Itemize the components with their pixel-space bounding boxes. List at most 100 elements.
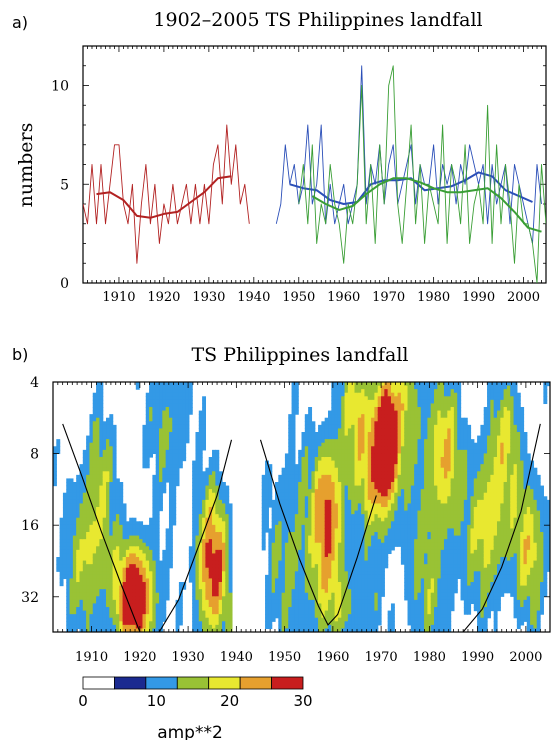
power-cell: [152, 414, 157, 419]
power-cell: [53, 474, 57, 480]
power-cell: [102, 510, 107, 515]
power-cell: [198, 524, 203, 530]
power-cell: [122, 532, 127, 537]
power-cell: [311, 524, 316, 530]
power-cell: [165, 460, 170, 465]
power-cell: [337, 539, 342, 544]
power-cell: [106, 499, 110, 505]
power-cell: [291, 385, 296, 390]
power-cell: [145, 396, 150, 401]
power-cell: [205, 535, 210, 540]
power-cell: [281, 624, 286, 630]
power-cell: [321, 474, 326, 480]
power-cell: [377, 399, 382, 405]
power-cell: [321, 524, 326, 530]
power-cell: [354, 610, 359, 615]
power-cell: [390, 389, 395, 394]
power-cell: [374, 528, 379, 533]
power-cell: [274, 589, 279, 594]
power-cell: [125, 585, 130, 590]
power-cell: [66, 549, 71, 555]
power-cell: [298, 489, 303, 494]
power-cell: [265, 574, 269, 580]
power-cell: [387, 514, 392, 519]
power-cell: [115, 510, 120, 515]
power-cell: [149, 567, 153, 572]
power-cell: [341, 549, 346, 555]
power-cell: [109, 585, 114, 590]
power-cell: [79, 517, 84, 522]
power-cell: [357, 457, 362, 462]
power-cell: [125, 628, 130, 632]
power-cell: [99, 535, 104, 540]
power-cell: [195, 482, 200, 487]
power-cell: [331, 424, 336, 430]
power-cell: [221, 571, 226, 576]
power-cell: [334, 578, 339, 583]
power-cell: [390, 396, 395, 401]
power-cell: [172, 503, 177, 508]
power-cell: [76, 621, 81, 626]
power-cell: [149, 574, 153, 580]
power-cell: [390, 435, 395, 440]
power-cell: [62, 510, 67, 515]
power-cell: [268, 492, 273, 497]
power-cell: [357, 599, 362, 605]
power-cell: [202, 532, 207, 537]
power-cell: [79, 553, 84, 558]
power-cell: [208, 546, 213, 551]
power-cell: [208, 496, 213, 501]
power-cell: [165, 549, 170, 555]
power-cell: [155, 467, 160, 472]
power-cell: [92, 396, 97, 401]
power-cell: [122, 610, 127, 615]
power-cell: [79, 585, 84, 590]
power-cell: [172, 478, 177, 483]
power-cell: [152, 449, 157, 455]
power-cell: [82, 592, 87, 597]
power-cell: [377, 546, 382, 551]
power-cell: [301, 571, 306, 576]
power-cell: [228, 567, 233, 572]
power-cell: [202, 496, 207, 501]
power-cell: [152, 503, 157, 508]
power-cell: [205, 507, 210, 512]
power-cell: [337, 510, 342, 515]
power-cell: [106, 485, 110, 490]
power-cell: [364, 585, 369, 590]
power-cell: [274, 557, 279, 562]
power-cell: [308, 485, 313, 490]
power-cell: [354, 467, 359, 472]
power-cell: [321, 539, 326, 544]
power-cell: [324, 482, 329, 487]
power-cell: [218, 471, 223, 476]
power-cell: [132, 517, 137, 522]
power-cell: [284, 460, 289, 465]
power-cell: [178, 399, 183, 405]
power-cell: [76, 489, 81, 494]
power-cell: [294, 507, 299, 512]
power-cell: [69, 507, 74, 512]
power-cell: [198, 624, 203, 630]
power-cell: [314, 607, 319, 612]
power-cell: [311, 567, 316, 572]
power-cell: [225, 557, 230, 562]
power-cell: [142, 546, 147, 551]
power-cell: [288, 474, 293, 480]
power-cell: [341, 592, 346, 597]
power-cell: [341, 382, 346, 387]
power-cell: [119, 592, 124, 597]
power-cell: [112, 607, 117, 612]
power-cell: [271, 539, 276, 544]
power-cell: [96, 574, 100, 580]
power-cell: [86, 517, 91, 522]
power-cell: [96, 589, 100, 594]
power-cell: [192, 614, 197, 619]
power-cell: [367, 471, 372, 476]
power-cell: [321, 503, 326, 508]
power-cell: [384, 492, 389, 497]
power-cell: [354, 628, 359, 632]
power-cell: [288, 535, 293, 540]
power-cell: [278, 496, 283, 501]
power-cell: [357, 621, 362, 626]
